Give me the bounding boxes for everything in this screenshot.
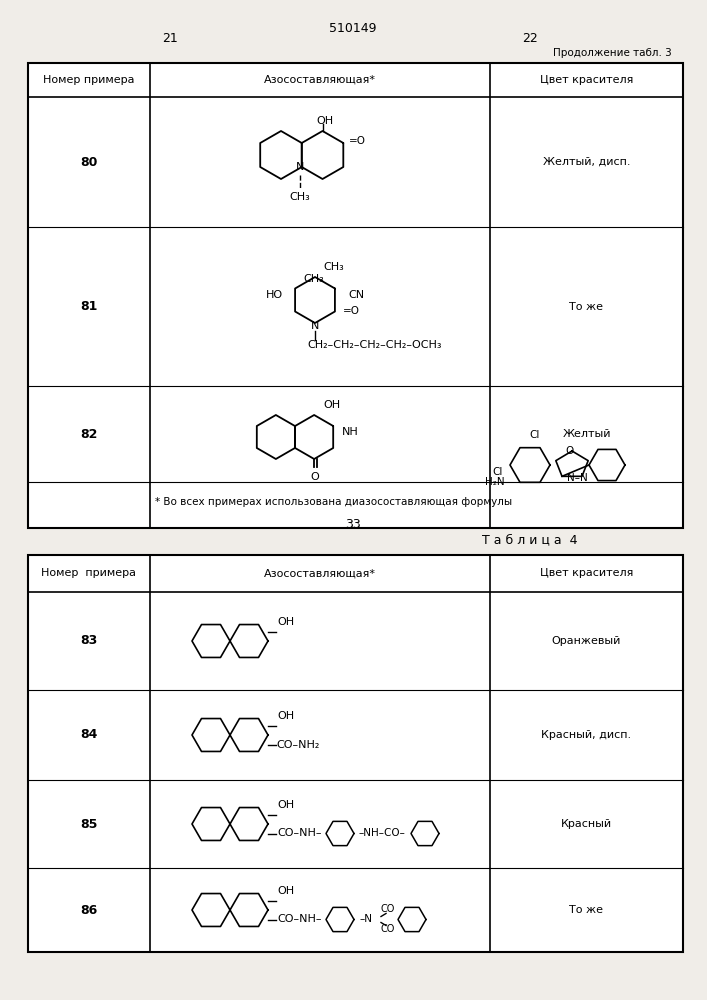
Text: Продолжение табл. 3: Продолжение табл. 3 bbox=[554, 48, 672, 58]
Text: Cl: Cl bbox=[530, 430, 540, 440]
Text: NH: NH bbox=[341, 427, 358, 437]
Text: CO–NH–: CO–NH– bbox=[278, 914, 322, 924]
Text: CH₂–CH₂–CH₂–CH₂–OCH₃: CH₂–CH₂–CH₂–CH₂–OCH₃ bbox=[308, 340, 443, 350]
Text: Желтый, дисп.: Желтый, дисп. bbox=[543, 157, 630, 167]
Text: 22: 22 bbox=[522, 31, 538, 44]
Text: CH₃: CH₃ bbox=[323, 262, 344, 272]
Text: 85: 85 bbox=[81, 818, 98, 830]
Text: OH: OH bbox=[277, 711, 295, 721]
Text: O: O bbox=[311, 472, 320, 482]
Text: –N: –N bbox=[359, 914, 373, 924]
Text: Цвет красителя: Цвет красителя bbox=[540, 75, 633, 85]
Text: CO: CO bbox=[381, 924, 395, 934]
Text: 80: 80 bbox=[81, 155, 98, 168]
Text: CO: CO bbox=[381, 904, 395, 914]
Text: N–N: N–N bbox=[566, 473, 588, 483]
Text: То же: То же bbox=[570, 302, 604, 312]
Text: CN: CN bbox=[348, 290, 364, 300]
Text: OH: OH bbox=[316, 116, 333, 126]
Text: –NH–CO–: –NH–CO– bbox=[358, 828, 405, 838]
Bar bbox=[28, 63, 683, 528]
Text: Цвет красителя: Цвет красителя bbox=[540, 568, 633, 578]
Text: 82: 82 bbox=[81, 428, 98, 440]
Text: * Во всех примерах использована диазосоставляющая формулы: * Во всех примерах использована диазосос… bbox=[155, 497, 512, 507]
Text: OH: OH bbox=[277, 617, 295, 627]
Text: H₂N: H₂N bbox=[485, 477, 505, 487]
Text: Желтый: Желтый bbox=[562, 429, 611, 439]
Text: HO: HO bbox=[265, 290, 283, 300]
Text: Cl: Cl bbox=[493, 467, 503, 477]
Text: 83: 83 bbox=[81, 635, 98, 648]
Text: CO–NH₂: CO–NH₂ bbox=[276, 740, 320, 750]
Text: N: N bbox=[311, 321, 319, 331]
Bar bbox=[28, 555, 683, 952]
Text: Азосоставляющая*: Азосоставляющая* bbox=[264, 75, 376, 85]
Text: Т а б л и ц а  4: Т а б л и ц а 4 bbox=[482, 534, 578, 546]
Text: =O: =O bbox=[349, 136, 366, 146]
Text: CO–NH–: CO–NH– bbox=[278, 828, 322, 838]
Text: 33: 33 bbox=[345, 518, 361, 530]
Text: 84: 84 bbox=[81, 728, 98, 742]
Text: =O: =O bbox=[342, 306, 359, 316]
Text: Номер  примера: Номер примера bbox=[42, 568, 136, 578]
Text: N: N bbox=[296, 162, 304, 172]
Text: 81: 81 bbox=[81, 300, 98, 313]
Text: CH₃: CH₃ bbox=[289, 192, 310, 202]
Text: Красный, дисп.: Красный, дисп. bbox=[542, 730, 631, 740]
Text: 21: 21 bbox=[162, 31, 178, 44]
Text: Красный: Красный bbox=[561, 819, 612, 829]
Text: OH: OH bbox=[277, 800, 295, 810]
Text: Номер примера: Номер примера bbox=[43, 75, 135, 85]
Text: OH: OH bbox=[324, 400, 341, 410]
Text: 510149: 510149 bbox=[329, 21, 377, 34]
Text: Азосоставляющая*: Азосоставляющая* bbox=[264, 568, 376, 578]
Text: O: O bbox=[566, 446, 574, 456]
Text: OH: OH bbox=[277, 886, 295, 896]
Text: 86: 86 bbox=[81, 904, 98, 916]
Text: CH₃: CH₃ bbox=[303, 273, 324, 284]
Text: То же: То же bbox=[570, 905, 604, 915]
Text: Оранжевый: Оранжевый bbox=[551, 636, 621, 646]
